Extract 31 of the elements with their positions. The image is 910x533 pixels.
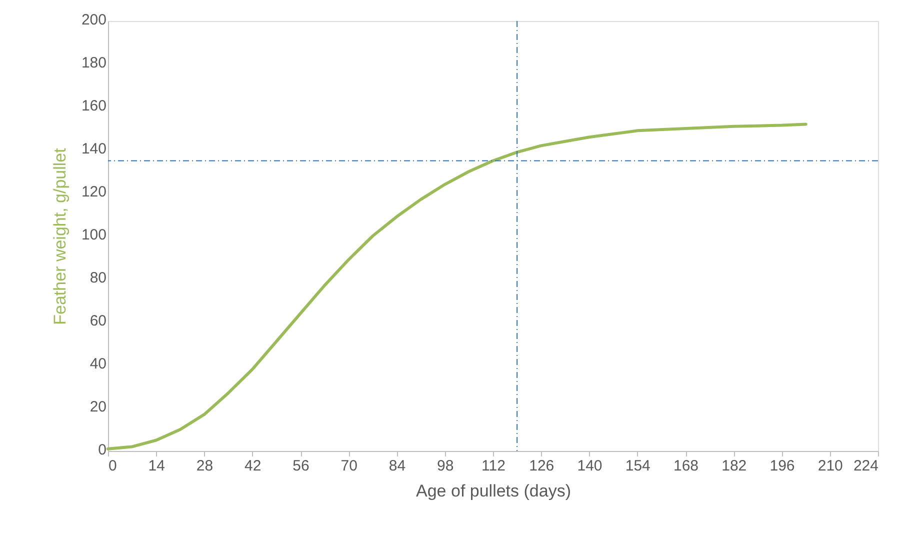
- x-tick-label: 84: [388, 458, 406, 474]
- x-tick-label: 154: [625, 458, 650, 474]
- x-tick-label: 98: [437, 458, 454, 474]
- y-axis-title: Feather weight, g/pullet: [50, 148, 70, 325]
- y-tick-label: 200: [81, 12, 106, 28]
- x-axis-title: Age of pullets (days): [416, 482, 571, 500]
- x-tick-label: 42: [244, 458, 262, 474]
- y-tick-label: 180: [81, 54, 106, 72]
- y-tick-label: 160: [81, 98, 106, 114]
- y-tick-label: 140: [81, 140, 106, 158]
- x-tick-label: 140: [577, 458, 602, 474]
- y-tick-label: 120: [81, 184, 106, 200]
- x-tick-label: 70: [340, 458, 358, 474]
- x-tick-label: 168: [673, 458, 699, 474]
- line-series: [106, 122, 808, 450]
- x-tick-label: 56: [292, 458, 310, 474]
- x-tick-label: 112: [482, 458, 506, 474]
- x-tick-label: 182: [722, 458, 747, 474]
- y-tick-label: 20: [90, 398, 106, 416]
- x-tick-label: 224: [853, 458, 878, 474]
- y-tick-label: 0: [98, 442, 106, 458]
- y-tick-label: 60: [90, 312, 106, 330]
- y-tick-label: 40: [90, 356, 106, 372]
- y-tick-label: 80: [90, 270, 106, 286]
- x-tick-label: 210: [818, 458, 843, 474]
- x-tick-label: 0: [108, 458, 117, 474]
- x-tick-label: 28: [196, 458, 214, 474]
- x-tick-label: 126: [529, 458, 554, 474]
- x-tick-label: 196: [770, 458, 795, 474]
- y-tick-label: 100: [81, 226, 106, 244]
- x-tick-label: 14: [148, 458, 165, 474]
